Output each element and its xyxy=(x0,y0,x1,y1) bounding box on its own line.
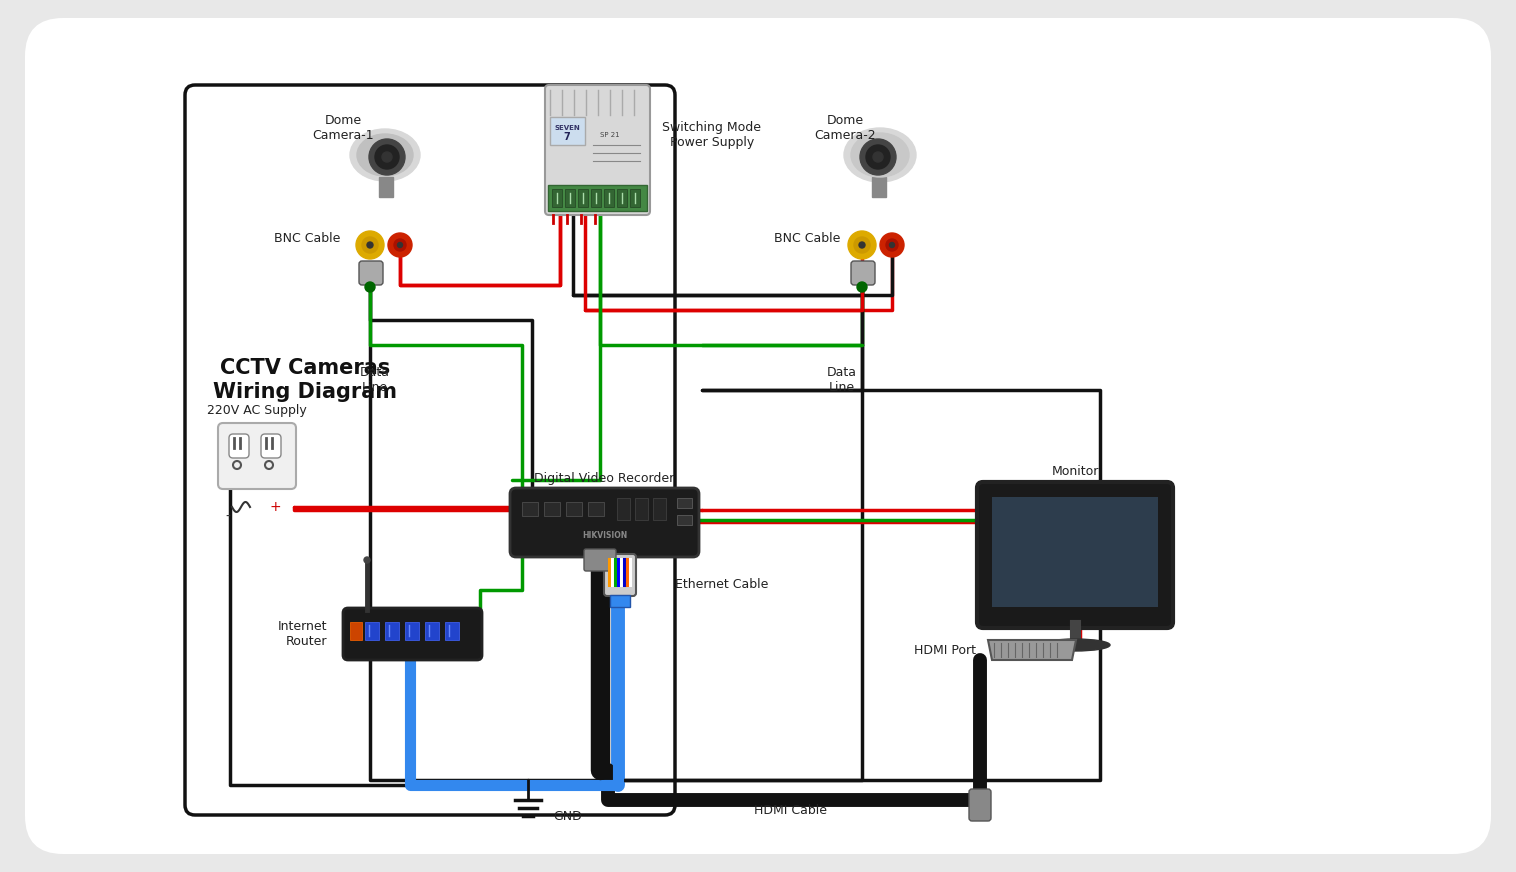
Text: BNC Cable: BNC Cable xyxy=(773,231,840,244)
Bar xyxy=(405,622,418,640)
Text: HDMI Port: HDMI Port xyxy=(914,644,976,657)
FancyBboxPatch shape xyxy=(850,261,875,285)
Text: BNC Cable: BNC Cable xyxy=(273,231,340,244)
Circle shape xyxy=(847,231,876,259)
Ellipse shape xyxy=(1040,639,1110,651)
Circle shape xyxy=(394,239,406,251)
Bar xyxy=(578,189,588,207)
FancyBboxPatch shape xyxy=(185,85,675,815)
FancyBboxPatch shape xyxy=(509,488,699,557)
Text: Dome
Camera-2: Dome Camera-2 xyxy=(814,114,876,142)
Text: Dome
Camera-1: Dome Camera-1 xyxy=(312,114,374,142)
Bar xyxy=(544,502,559,516)
Circle shape xyxy=(879,233,904,257)
Circle shape xyxy=(356,231,384,259)
Text: SP 21: SP 21 xyxy=(600,132,620,138)
FancyBboxPatch shape xyxy=(359,261,384,285)
FancyBboxPatch shape xyxy=(544,85,650,215)
Circle shape xyxy=(364,557,370,563)
Circle shape xyxy=(367,242,373,248)
Text: SEVEN: SEVEN xyxy=(555,125,581,131)
Bar xyxy=(424,622,440,640)
FancyBboxPatch shape xyxy=(584,549,615,571)
Text: Data
Line: Data Line xyxy=(359,366,390,394)
Bar xyxy=(446,622,459,640)
Bar xyxy=(552,189,562,207)
FancyBboxPatch shape xyxy=(976,482,1173,628)
Bar xyxy=(565,189,575,207)
Circle shape xyxy=(362,237,377,253)
Ellipse shape xyxy=(850,133,910,177)
Circle shape xyxy=(857,282,867,292)
Text: Switching Mode
Power Supply: Switching Mode Power Supply xyxy=(662,121,761,149)
Bar xyxy=(631,189,640,207)
FancyBboxPatch shape xyxy=(229,434,249,458)
Text: CCTV Cameras
Wiring Diagram: CCTV Cameras Wiring Diagram xyxy=(214,358,397,402)
Ellipse shape xyxy=(356,134,412,176)
FancyBboxPatch shape xyxy=(261,434,280,458)
Bar xyxy=(635,498,647,520)
FancyBboxPatch shape xyxy=(603,554,637,596)
FancyBboxPatch shape xyxy=(343,608,482,660)
Circle shape xyxy=(860,242,866,248)
Circle shape xyxy=(860,139,896,175)
Bar xyxy=(678,498,691,508)
Circle shape xyxy=(382,152,393,162)
Circle shape xyxy=(890,242,894,248)
Circle shape xyxy=(374,145,399,169)
Text: Digital Video Recorder: Digital Video Recorder xyxy=(534,472,675,485)
Text: GND: GND xyxy=(553,809,582,822)
Circle shape xyxy=(365,282,374,292)
Circle shape xyxy=(854,237,870,253)
Ellipse shape xyxy=(350,129,420,181)
Text: -: - xyxy=(226,510,230,524)
Bar xyxy=(379,177,393,197)
Text: HIKVISION: HIKVISION xyxy=(582,530,628,540)
Circle shape xyxy=(873,152,882,162)
Text: Monitor: Monitor xyxy=(1051,465,1099,478)
Bar xyxy=(872,177,885,197)
Text: Internet
Router: Internet Router xyxy=(277,620,327,648)
Bar xyxy=(603,189,614,207)
Text: HDMI Cable: HDMI Cable xyxy=(753,803,826,816)
Bar xyxy=(609,595,631,607)
FancyBboxPatch shape xyxy=(218,423,296,489)
Polygon shape xyxy=(988,640,1076,660)
Bar xyxy=(653,498,666,520)
Bar xyxy=(350,622,362,640)
Bar xyxy=(565,502,582,516)
Bar xyxy=(550,117,585,145)
FancyBboxPatch shape xyxy=(24,18,1492,854)
Bar xyxy=(991,497,1158,607)
FancyBboxPatch shape xyxy=(969,789,991,821)
Bar xyxy=(385,622,399,640)
Circle shape xyxy=(885,239,897,251)
Text: +: + xyxy=(270,500,280,514)
Bar xyxy=(617,189,628,207)
Text: Ethernet Cable: Ethernet Cable xyxy=(675,578,769,591)
Circle shape xyxy=(397,242,403,248)
Bar xyxy=(678,515,691,525)
Text: 7: 7 xyxy=(564,132,570,142)
Circle shape xyxy=(368,139,405,175)
Bar xyxy=(591,189,600,207)
Bar xyxy=(617,498,631,520)
Bar xyxy=(365,622,379,640)
Text: Data
Line: Data Line xyxy=(828,366,857,394)
Bar xyxy=(588,502,603,516)
Bar xyxy=(547,185,647,211)
Bar xyxy=(522,502,538,516)
Text: 220V AC Supply: 220V AC Supply xyxy=(208,404,306,417)
Circle shape xyxy=(388,233,412,257)
Ellipse shape xyxy=(844,128,916,182)
Circle shape xyxy=(866,145,890,169)
